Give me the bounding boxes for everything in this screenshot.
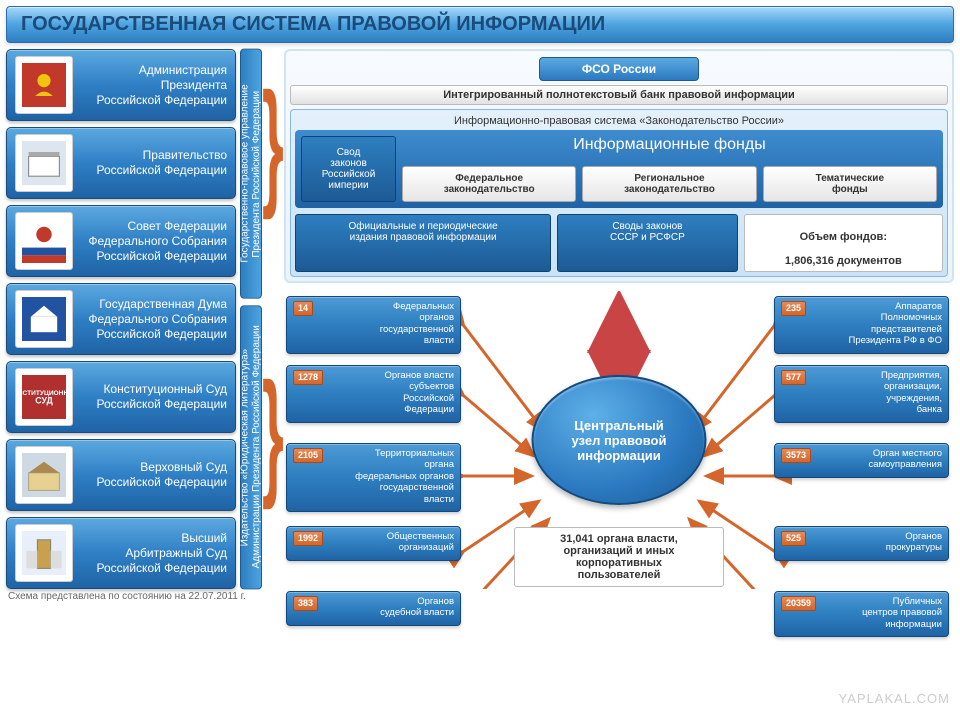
svg-text:СУД: СУД: [35, 396, 53, 406]
top-panel: ФСО России Интегрированный полнотекстовы…: [284, 49, 954, 283]
institution-item: Администрация Президента Российской Феде…: [6, 49, 236, 121]
ipsys-wrap: Информационно-правовая система «Законода…: [290, 109, 948, 277]
fund-thematic: Тематические фонды: [763, 166, 937, 202]
ipsys-title: Информационно-правовая система «Законода…: [295, 114, 943, 130]
institution-label: Конституционный Суд Российской Федерации: [81, 382, 227, 412]
institution-item: КОНСТИТУЦИОННЫЙСУД Конституционный Суд Ро…: [6, 361, 236, 433]
vert-label-2: Издательство «Юридическая литература» Ад…: [240, 305, 262, 589]
stat-badge: 3573: [781, 448, 811, 463]
institution-label: Правительство Российской Федерации: [81, 148, 227, 178]
stat-box: 20359Публичных центров правовой информац…: [774, 591, 949, 637]
under-official: Официальные и периодические издания прав…: [295, 214, 551, 272]
institution-label: Государственная Дума Федерального Собран…: [81, 297, 227, 342]
institution-item: Высший Арбитражный Суд Российской Федера…: [6, 517, 236, 589]
central-hub: Центральный узел правовой информации: [532, 375, 707, 505]
vol-value: 1,806,316 документов: [785, 255, 902, 267]
content-area: Администрация Президента Российской Феде…: [0, 49, 960, 589]
institution-icon: [15, 446, 73, 504]
stat-box: 525Органов прокуратуры: [774, 526, 949, 561]
bracket-lower: }: [262, 350, 284, 513]
vol-label: Объем фондов:: [800, 231, 887, 243]
right-panel: ФСО России Интегрированный полнотекстовы…: [284, 49, 954, 589]
vert-label-1: Государственно-правовое управление Прези…: [240, 49, 262, 299]
stat-box: 383Органов судебной власти: [286, 591, 461, 626]
volume-box: Объем фондов: 1,806,316 документов: [744, 214, 943, 272]
institution-item: Правительство Российской Федерации: [6, 127, 236, 199]
under-ussr: Своды законов СССР и РСФСР: [557, 214, 737, 272]
stat-badge: 14: [293, 301, 313, 316]
stat-badge: 20359: [781, 596, 816, 611]
stat-box: 235Аппаратов Полномочных представителей …: [774, 296, 949, 354]
stat-box: 1278Органов власти субъектов Российской …: [286, 365, 461, 423]
fund-regional: Региональное законодательство: [582, 166, 756, 202]
stat-box: 3573Орган местного самоуправления: [774, 443, 949, 478]
fso-label: ФСО России: [539, 57, 699, 81]
institution-icon: КОНСТИТУЦИОННЫЙСУД: [15, 368, 73, 426]
stat-badge: 1992: [293, 531, 323, 546]
institution-label: Верховный Суд Российской Федерации: [81, 460, 227, 490]
stat-box: 1992Общественных организаций: [286, 526, 461, 561]
institution-item: Верховный Суд Российской Федерации: [6, 439, 236, 511]
bank-line: Интегрированный полнотекстовый банк прав…: [290, 85, 948, 105]
bracket-column: } }: [266, 49, 280, 589]
institutions-sidebar: Администрация Президента Российской Феде…: [6, 49, 236, 589]
institution-label: Высший Арбитражный Суд Российской Федера…: [81, 531, 227, 576]
stat-badge: 577: [781, 370, 806, 385]
svod-box: Свод законов Российской империи: [301, 136, 396, 202]
fund-federal: Федеральное законодательство: [402, 166, 576, 202]
summary-box: 31,041 органа власти, организаций и иных…: [514, 527, 724, 587]
watermark: YAPLAKAL.COM: [839, 691, 950, 706]
institution-item: Государственная Дума Федерального Собран…: [6, 283, 236, 355]
institution-icon: [15, 524, 73, 582]
bracket-upper: }: [262, 60, 284, 223]
institution-icon: [15, 212, 73, 270]
stat-box: 577Предприятия, организации, учреждения,…: [774, 365, 949, 423]
vertical-labels: Государственно-правовое управление Прези…: [240, 49, 262, 589]
institution-icon: [15, 134, 73, 192]
institution-icon: [15, 290, 73, 348]
funds-panel: Свод законов Российской империи Информац…: [295, 130, 943, 208]
funds-title: Информационные фонды: [402, 136, 937, 154]
institution-icon: [15, 56, 73, 114]
stat-box: 14Федеральных органов государственной вл…: [286, 296, 461, 354]
stat-badge: 525: [781, 531, 806, 546]
stat-badge: 235: [781, 301, 806, 316]
institution-item: Совет Федерации Федерального Собрания Ро…: [6, 205, 236, 277]
hub-area: Центральный узел правовой информации 31,…: [284, 291, 954, 589]
institution-label: Администрация Президента Российской Феде…: [81, 63, 227, 108]
page-title: ГОСУДАРСТВЕННАЯ СИСТЕМА ПРАВОВОЙ ИНФОРМА…: [6, 6, 954, 43]
stat-badge: 2105: [293, 448, 323, 463]
stat-badge: 1278: [293, 370, 323, 385]
institution-label: Совет Федерации Федерального Собрания Ро…: [81, 219, 227, 264]
stat-text: Федеральных органов государственной влас…: [293, 301, 454, 347]
stat-badge: 383: [293, 596, 318, 611]
stat-box: 2105Территориальных органа федеральных о…: [286, 443, 461, 512]
